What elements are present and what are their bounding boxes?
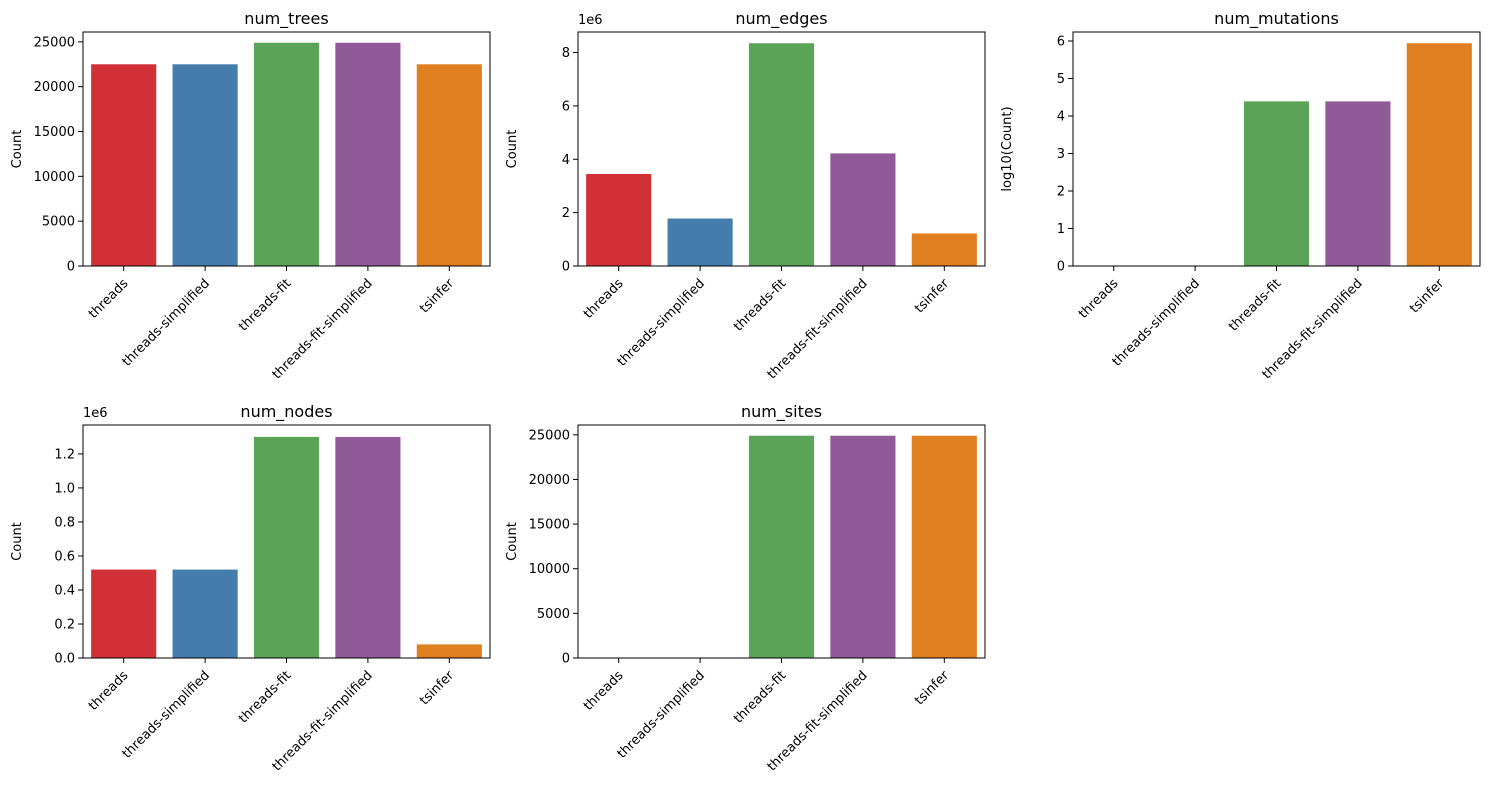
y-tick-label: 5000 [537, 607, 570, 622]
x-tick-label-threads-simplified: threads-simplified [615, 668, 708, 761]
chart-title: num_edges [735, 9, 827, 29]
y-tick-label: 0 [562, 260, 570, 275]
bar-threads-fit-simplified [335, 436, 401, 658]
chart-title: num_mutations [1214, 9, 1339, 29]
x-tick-label-tsinfer: tsinfer [912, 668, 953, 709]
y-tick-label: 25000 [34, 35, 75, 50]
bar-threads-simplified [172, 64, 238, 266]
x-tick-label-threads: threads [1076, 276, 1122, 322]
x-tick-label-threads-simplified: threads-simplified [120, 668, 213, 761]
bar-threads-fit-simplified [1325, 101, 1391, 266]
x-tick-label-tsinfer: tsinfer [1407, 276, 1448, 317]
y-tick-label: 1 [1057, 222, 1065, 237]
x-tick-label-threads: threads [581, 668, 627, 714]
bar-threads-fit [253, 436, 320, 658]
y-tick-label: 15000 [529, 518, 570, 533]
chart-title: num_trees [244, 9, 328, 29]
y-axis-label: Count [10, 130, 25, 169]
x-tick-label-threads-simplified: threads-simplified [615, 276, 708, 369]
chart-title: num_nodes [240, 402, 332, 422]
x-tick-label-tsinfer: tsinfer [417, 668, 458, 709]
y-tick-label: 0.8 [54, 515, 75, 530]
y-tick-label: 4 [1057, 110, 1065, 125]
y-tick-label: 2 [562, 206, 570, 221]
y-tick-label: 0.2 [54, 617, 75, 632]
y-tick-label: 4 [562, 153, 570, 168]
bar-threads-fit [748, 43, 815, 266]
y-tick-label: 10000 [529, 562, 570, 577]
bar-threads-fit-simplified [335, 42, 401, 266]
x-tick-label-threads-fit: threads-fit [236, 276, 294, 334]
y-tick-label: 0.6 [54, 549, 75, 564]
x-tick-label-threads-fit: threads-fit [1226, 276, 1284, 334]
y-tick-label: 1.0 [54, 481, 75, 496]
y-tick-label: 2 [1057, 185, 1065, 200]
y-axis-label: Count [505, 522, 520, 561]
y-tick-label: 8 [562, 46, 570, 61]
y-axis-label: Count [505, 130, 520, 169]
y-tick-label: 0.4 [54, 583, 75, 598]
y-tick-label: 5 [1057, 72, 1065, 87]
bar-threads [586, 173, 652, 266]
bar-tsinfer [1406, 43, 1472, 266]
y-tick-label: 25000 [529, 428, 570, 443]
y-tick-label: 6 [562, 99, 570, 114]
y-tick-label: 0.0 [54, 652, 75, 667]
x-tick-label-threads-fit: threads-fit [236, 668, 294, 726]
x-tick-label-threads-fit: threads-fit [731, 276, 789, 334]
y-axis-label: Count [10, 522, 25, 561]
y-tick-label: 0 [1057, 260, 1065, 275]
bar-threads-fit-simplified [830, 435, 896, 658]
bar-threads [91, 64, 157, 266]
x-tick-label-tsinfer: tsinfer [912, 276, 953, 317]
y-tick-label: 20000 [34, 80, 75, 95]
x-tick-label-threads: threads [581, 276, 627, 322]
y-tick-label: 5000 [42, 215, 75, 230]
y-tick-label: 0 [67, 260, 75, 275]
bar-threads-fit [1243, 101, 1310, 266]
bar-threads-fit [748, 435, 815, 658]
y-tick-label: 6 [1057, 35, 1065, 50]
bar-tsinfer [416, 64, 482, 266]
bar-threads-fit-simplified [830, 153, 896, 266]
x-tick-label-threads-simplified: threads-simplified [1110, 276, 1203, 369]
x-tick-label-tsinfer: tsinfer [417, 276, 458, 317]
chart-title: num_sites [741, 402, 822, 422]
x-tick-label-threads-fit: threads-fit [731, 668, 789, 726]
y-offset-label: 1e6 [578, 13, 603, 28]
bar-tsinfer [911, 435, 977, 658]
bar-tsinfer [911, 233, 977, 266]
bar-threads-simplified [172, 569, 238, 658]
bar-threads-fit [253, 42, 320, 266]
y-axis-label: log10(Count) [1000, 106, 1015, 191]
y-tick-label: 1.2 [54, 447, 75, 462]
x-tick-label-threads: threads [86, 276, 132, 322]
bar-tsinfer [416, 644, 482, 658]
bar-threads-simplified [667, 218, 733, 266]
y-offset-label: 1e6 [83, 406, 108, 421]
subplot-num_mutations: num_mutations 0 1 2 3 4 5 6 threadsthreads-simpl… [1000, 9, 1481, 382]
subplot-num_trees: num_trees 0 5000 10000 15000 20000 25000 thread… [10, 9, 491, 382]
y-tick-label: 10000 [34, 170, 75, 185]
subplot-num_nodes: num_nodes0.00.20.40.60.81.01.2threadsthr… [10, 402, 491, 774]
bar-threads [91, 569, 157, 658]
x-tick-label-threads: threads [86, 668, 132, 714]
x-tick-label-threads-simplified: threads-simplified [120, 276, 213, 369]
y-tick-label: 20000 [529, 473, 570, 488]
subplot-num_sites: num_sites 0 5000 10000 15000 20000 25000 thread… [505, 402, 986, 774]
y-tick-label: 3 [1057, 147, 1065, 162]
y-tick-label: 0 [562, 652, 570, 667]
y-tick-label: 15000 [34, 125, 75, 140]
